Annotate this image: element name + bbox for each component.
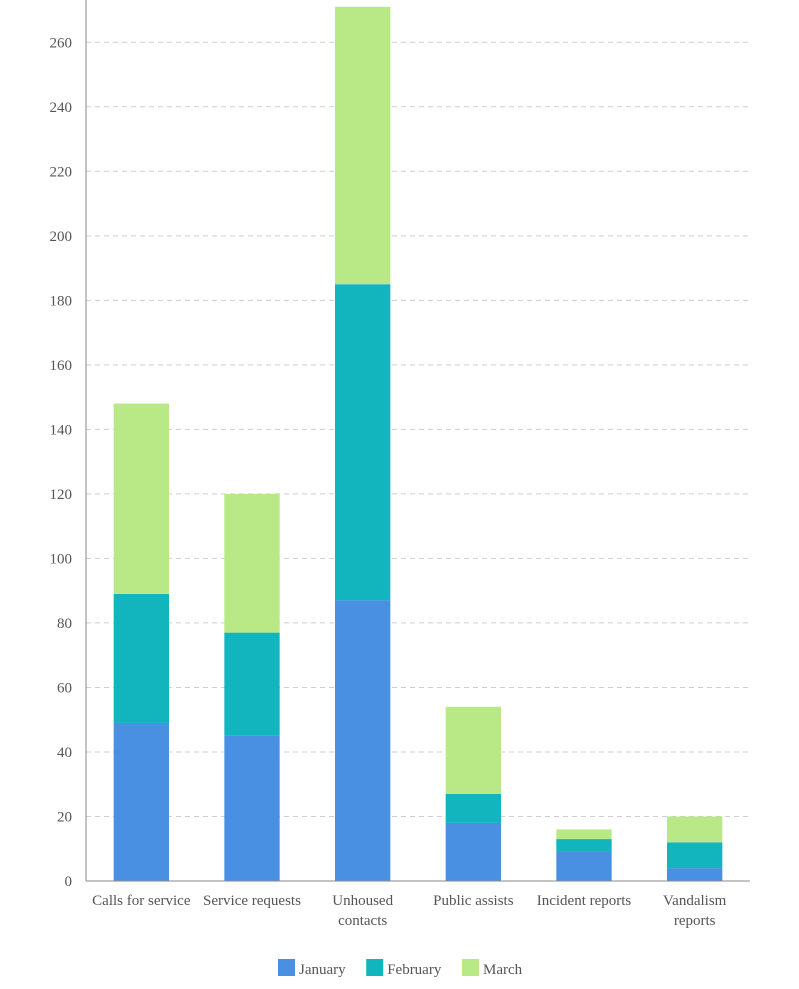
bar-segment-march[interactable] [667, 816, 723, 843]
y-tick-label: 120 [50, 487, 73, 503]
bars [113, 6, 723, 881]
y-tick-label: 220 [50, 164, 73, 180]
bar-segment-january[interactable] [335, 600, 391, 881]
bar-segment-february[interactable] [224, 632, 280, 736]
bar-segment-march[interactable] [113, 403, 169, 594]
bar-segment-january[interactable] [224, 735, 280, 881]
y-tick-label: 260 [50, 35, 73, 51]
bar-segment-january[interactable] [556, 851, 612, 881]
legend-label: January [299, 962, 346, 978]
legend-swatch [366, 959, 384, 976]
bar-segment-march[interactable] [556, 829, 612, 840]
bar-segment-march[interactable] [224, 493, 280, 633]
bar-segment-march[interactable] [445, 706, 501, 794]
bar-segment-january[interactable] [113, 722, 169, 881]
y-tick-label: 100 [50, 551, 73, 567]
grid [86, 41, 750, 817]
bar-segment-march[interactable] [335, 6, 391, 285]
legend-label: February [387, 962, 442, 978]
x-tick-label: Calls for service [92, 893, 191, 909]
y-tick-label: 0 [65, 874, 73, 890]
x-tick-label: Incident reports [537, 893, 632, 909]
bar-segment-february[interactable] [335, 284, 391, 601]
y-tick-label: 180 [50, 293, 73, 309]
axes: 0 20 40 60 80 100 120 140 160 180 200 220 240 260 Call… [50, 0, 750, 929]
x-tick-label: Public assists [433, 893, 514, 909]
y-tick-label: 240 [50, 100, 73, 116]
x-tick-label: reports [674, 913, 716, 929]
y-tick-label: 140 [50, 422, 73, 438]
x-tick-label: Service requests [203, 893, 301, 909]
legend-swatch [278, 959, 295, 976]
y-tick-label: 20 [57, 809, 72, 825]
y-tick-label: 160 [50, 358, 73, 374]
y-tick-label: 200 [50, 229, 73, 245]
bar-segment-february[interactable] [445, 793, 501, 823]
legend-swatch [462, 959, 479, 976]
legend-item-february[interactable]: February [366, 959, 442, 978]
bar-segment-january[interactable] [445, 822, 501, 881]
x-tick-label: Vandalism [663, 893, 727, 909]
legend-item-march[interactable]: March [462, 959, 523, 978]
x-tick-label: Unhoused [332, 893, 393, 909]
x-tick-label: contacts [338, 913, 387, 929]
y-tick-label: 60 [57, 680, 72, 696]
y-tick-label: 40 [57, 745, 72, 761]
bar-segment-february[interactable] [113, 593, 169, 723]
legend: January February March [278, 959, 523, 978]
bar-segment-february[interactable] [556, 839, 612, 852]
bar-segment-january[interactable] [667, 868, 723, 881]
bar-segment-february[interactable] [667, 842, 723, 869]
y-tick-label: 80 [57, 616, 72, 632]
legend-label: March [483, 962, 523, 978]
legend-item-january[interactable]: January [278, 959, 346, 978]
